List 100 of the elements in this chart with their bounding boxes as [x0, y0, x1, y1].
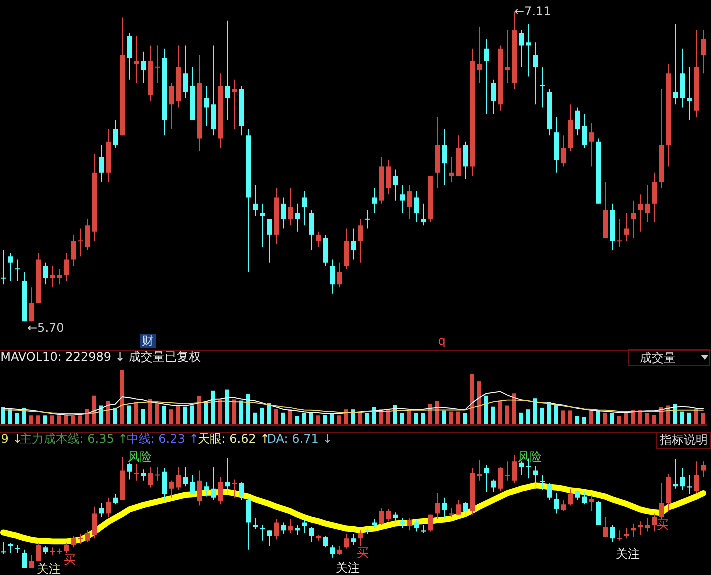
text: 指标说明	[660, 433, 708, 447]
candlestick	[288, 518, 293, 534]
bar	[506, 406, 510, 425]
candlestick	[512, 454, 517, 484]
annotation: ←7.11	[514, 4, 552, 19]
candlestick	[281, 197, 286, 230]
candlestick	[8, 542, 13, 554]
chart-title: MAVOL10: 222989 ↓	[0, 350, 126, 364]
bar	[134, 402, 138, 425]
bar	[156, 404, 160, 425]
candlestick	[435, 492, 440, 520]
bar	[702, 413, 706, 425]
candlestick	[99, 503, 104, 518]
bar	[618, 416, 622, 425]
candlestick	[274, 518, 279, 540]
text: 成交量	[640, 351, 676, 365]
candlestick	[232, 79, 237, 130]
candlestick	[589, 495, 594, 512]
candlestick	[134, 36, 139, 84]
candlestick	[575, 107, 580, 136]
bar	[282, 412, 286, 425]
annotation: 买	[657, 518, 669, 532]
candlestick	[29, 287, 34, 322]
candlestick	[337, 262, 342, 288]
bar	[526, 410, 530, 425]
candlestick	[99, 144, 104, 183]
annotation: 风险	[518, 450, 542, 464]
candlestick	[526, 24, 531, 78]
candlestick	[127, 462, 132, 480]
annotation: 买	[357, 546, 369, 560]
candlestick	[85, 218, 90, 251]
text: 中线: 6.23 ↑	[126, 432, 200, 446]
bar	[162, 406, 166, 425]
bar	[400, 413, 404, 425]
candlestick	[414, 520, 419, 532]
bar	[422, 413, 426, 425]
candlestick	[351, 228, 356, 260]
bar	[240, 400, 244, 425]
candlestick	[260, 203, 265, 248]
candlestick	[106, 497, 111, 518]
candlestick	[85, 530, 90, 542]
candlestick	[141, 469, 146, 482]
candlestick	[78, 228, 83, 258]
bar	[652, 415, 656, 425]
candlestick	[288, 188, 293, 226]
annotation: 风险	[128, 450, 152, 464]
candlestick	[638, 521, 643, 536]
candlestick	[400, 184, 405, 214]
bar	[442, 410, 446, 425]
candlestick	[603, 516, 608, 538]
text: q	[438, 334, 446, 348]
candlestick	[190, 474, 195, 495]
candlestick	[358, 218, 363, 264]
bar	[604, 413, 608, 425]
candlestick	[218, 477, 223, 506]
bar	[464, 413, 468, 425]
candlestick	[533, 42, 538, 106]
candlestick	[617, 530, 622, 542]
bar	[492, 406, 496, 425]
candlestick	[519, 461, 524, 476]
bar	[310, 413, 314, 425]
candlestick	[358, 530, 363, 548]
candlestick	[442, 128, 447, 186]
candlestick	[442, 497, 447, 519]
candlestick	[1, 250, 6, 286]
bar	[302, 412, 306, 425]
candlestick	[267, 218, 272, 264]
bar	[610, 413, 614, 425]
bar	[170, 410, 174, 425]
candlestick	[183, 466, 188, 488]
candlestick	[162, 468, 167, 501]
bar	[44, 416, 48, 425]
candlestick	[309, 210, 314, 251]
candlestick	[1, 541, 6, 555]
candlestick	[8, 253, 13, 282]
bar	[268, 404, 272, 425]
candlestick	[309, 526, 314, 542]
annotation: 关注	[336, 561, 360, 575]
candlestick	[337, 546, 342, 556]
candlestick	[477, 460, 482, 482]
bar	[142, 409, 146, 425]
bar	[324, 415, 328, 425]
candlestick	[50, 265, 55, 288]
candlestick	[421, 203, 426, 226]
candlestick	[624, 212, 629, 242]
candlestick	[176, 466, 181, 490]
candlestick	[561, 500, 566, 512]
candlestick	[568, 488, 573, 506]
candlestick	[197, 470, 202, 506]
bar	[78, 416, 82, 425]
bar	[226, 390, 230, 425]
text: DA: 6.71 ↓	[267, 432, 333, 446]
candlestick	[351, 534, 356, 546]
candlestick	[582, 492, 587, 506]
candlestick	[505, 30, 510, 84]
bar	[50, 416, 54, 425]
candlestick	[64, 542, 69, 554]
bar	[204, 402, 208, 425]
candlestick	[64, 253, 69, 282]
bar	[16, 413, 20, 425]
